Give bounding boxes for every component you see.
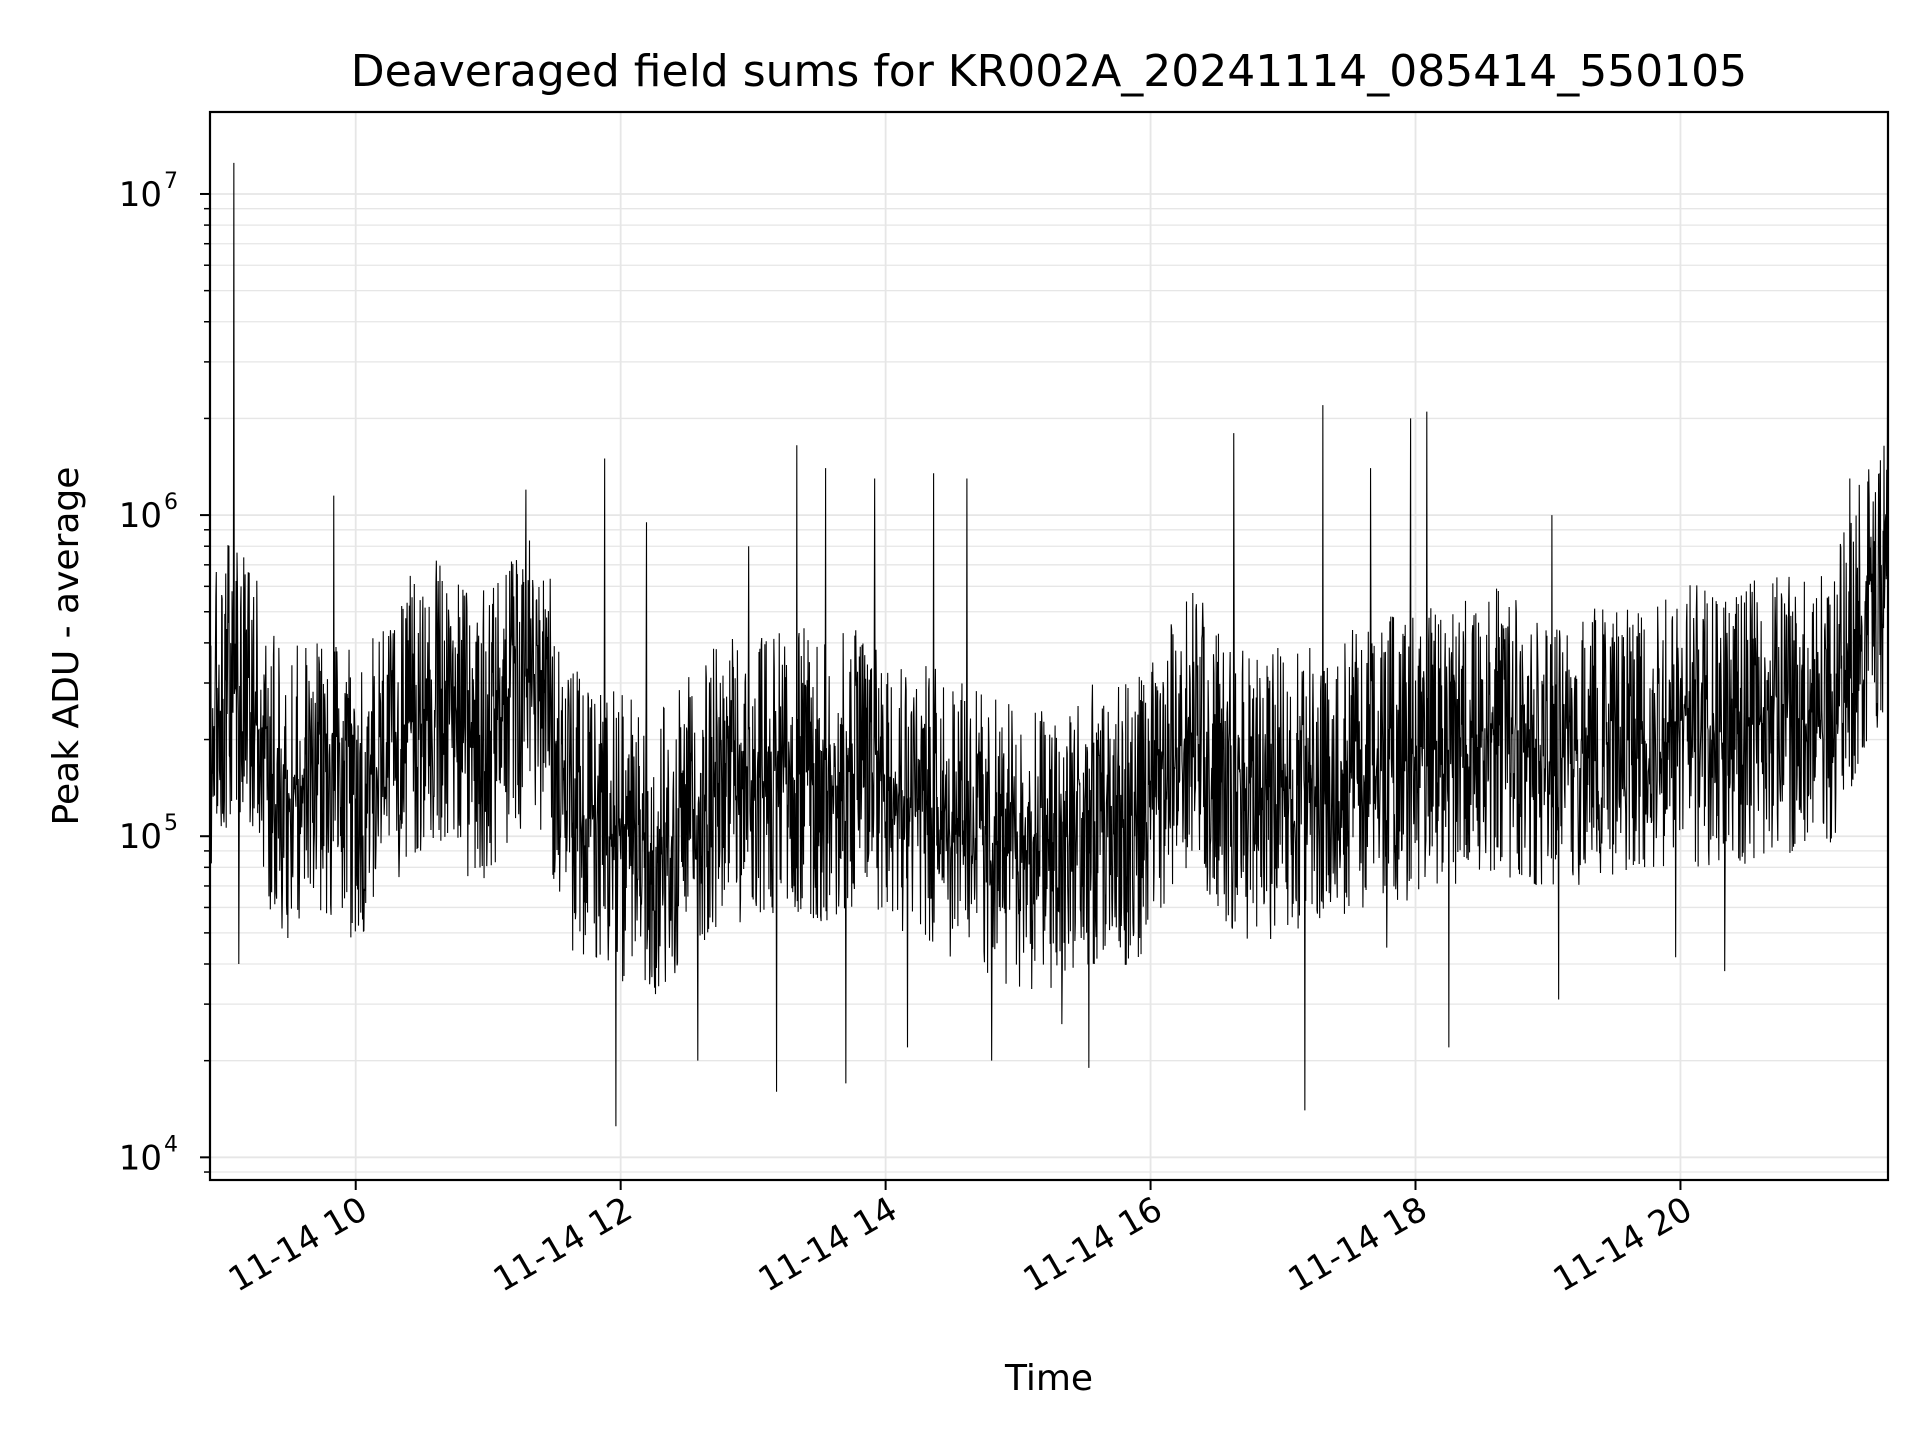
y-tick-exponent: 7 — [164, 169, 178, 194]
y-tick-label: 10 — [119, 496, 162, 536]
y-tick-label: 10 — [119, 175, 162, 215]
data-series — [209, 162, 1889, 1127]
y-tick-exponent: 5 — [164, 811, 178, 836]
series-line — [209, 162, 1889, 1127]
y-tick-exponent: 6 — [164, 490, 178, 515]
x-axis-label: Time — [1004, 1358, 1093, 1399]
y-axis-label: Peak ADU - average — [46, 467, 87, 826]
y-tick-label: 10 — [119, 1138, 162, 1178]
y-tick-exponent: 4 — [164, 1132, 178, 1157]
plot-frame — [208, 110, 1890, 1182]
chart-title: Deaveraged field sums for KR002A_2024111… — [351, 46, 1747, 97]
y-tick-label: 10 — [119, 817, 162, 857]
